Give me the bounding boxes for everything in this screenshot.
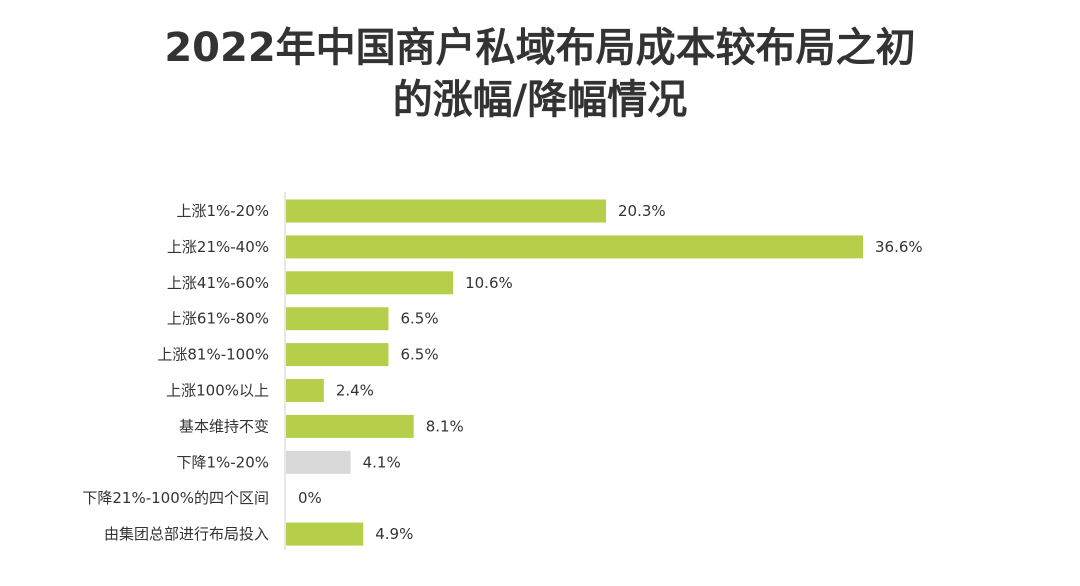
- bar: [286, 307, 389, 331]
- value-label: 6.5%: [400, 310, 438, 328]
- bar: [286, 343, 389, 367]
- bar: [286, 271, 454, 295]
- category-label: 上涨21%-40%: [167, 238, 269, 256]
- value-label: 0%: [298, 489, 322, 507]
- bar: [286, 235, 863, 259]
- bar: [286, 199, 607, 223]
- category-label: 下降1%-20%: [176, 453, 269, 471]
- value-label: 4.9%: [375, 525, 413, 543]
- value-label: 20.3%: [618, 202, 666, 220]
- category-label: 上涨61%-80%: [167, 310, 269, 328]
- value-label: 4.1%: [363, 453, 401, 471]
- bar: [286, 379, 324, 402]
- value-label: 6.5%: [400, 346, 438, 364]
- category-label: 上涨100%以上: [166, 382, 269, 400]
- category-label: 基本维持不变: [179, 417, 269, 435]
- value-label: 10.6%: [465, 274, 513, 292]
- category-label: 上涨41%-60%: [167, 274, 269, 292]
- value-label: 8.1%: [426, 417, 464, 435]
- bar: [286, 450, 351, 474]
- category-label: 下降21%-100%的四个区间: [82, 489, 269, 507]
- bar: [286, 522, 364, 546]
- chart-title-line1: 2022年中国商户私域布局成本较布局之初: [164, 25, 916, 71]
- chart-title-line2: 的涨幅/降幅情况: [392, 77, 688, 123]
- value-label: 36.6%: [875, 238, 923, 256]
- category-label: 由集团总部进行布局投入: [104, 525, 269, 543]
- category-label: 上涨81%-100%: [157, 346, 269, 364]
- category-label: 上涨1%-20%: [176, 202, 269, 220]
- bar: [286, 414, 414, 438]
- value-label: 2.4%: [336, 382, 374, 400]
